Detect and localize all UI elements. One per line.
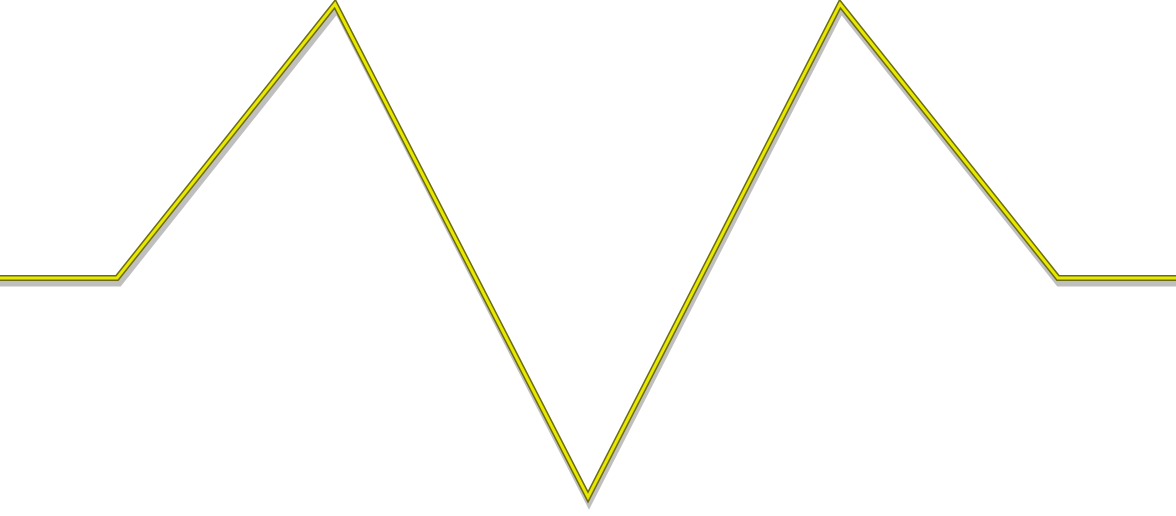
waveform-outline xyxy=(0,0,1176,504)
waveform-line xyxy=(0,1,1176,501)
waveform-layer xyxy=(0,0,1176,504)
